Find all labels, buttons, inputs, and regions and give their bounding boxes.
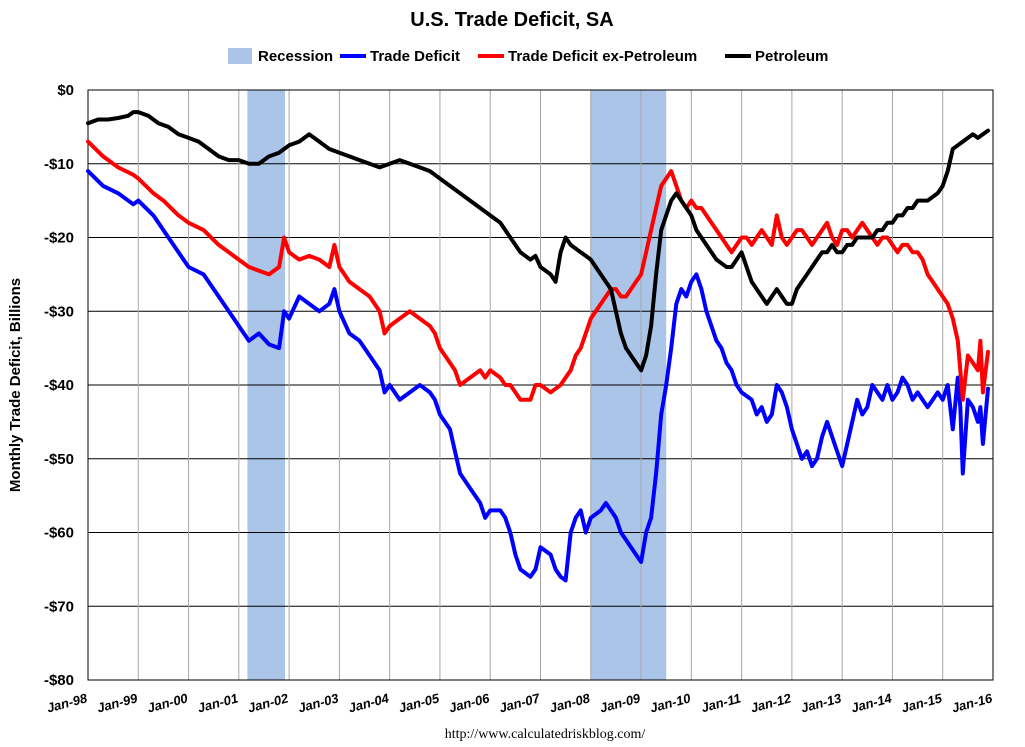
chart-legend: Recession Trade Deficit Trade Deficit ex-P…	[228, 48, 828, 65]
x-tick-label: Jan-98	[45, 690, 89, 715]
chart-title: U.S. Trade Deficit, SA	[410, 9, 613, 31]
y-axis-ticks: $0 -$10 -$20 -$30 -$40 -$50 -$60 -$70 -$80	[44, 82, 74, 689]
legend-label: Petroleum	[755, 48, 828, 65]
y-tick-label: -$20	[44, 230, 74, 247]
y-tick-label: -$60	[44, 525, 74, 542]
x-tick-label: Jan-02	[246, 690, 290, 715]
y-tick-label: -$40	[44, 377, 74, 394]
legend-label: Trade Deficit ex-Petroleum	[508, 48, 697, 65]
y-tick-label: -$50	[44, 451, 74, 468]
x-tick-label: Jan-12	[749, 690, 793, 715]
x-tick-label: Jan-11	[700, 690, 743, 715]
x-tick-label: Jan-07	[498, 690, 542, 715]
x-tick-label: Jan-10	[648, 690, 692, 715]
x-tick-label: Jan-16	[950, 690, 994, 715]
x-tick-label: Jan-13	[799, 690, 843, 715]
series-line-trade-deficit-ex-petroleum	[86, 139, 990, 402]
x-tick-label: Jan-03	[296, 690, 340, 715]
x-tick-label: Jan-04	[347, 690, 391, 715]
y-tick-label: -$80	[44, 672, 74, 689]
x-tick-label: Jan-01	[196, 690, 240, 715]
x-tick-label: Jan-06	[447, 690, 491, 715]
x-axis-ticks: Jan-98 Jan-99 Jan-00 Jan-01 Jan-02 Jan-03 Jan-…	[45, 690, 994, 715]
y-tick-label: -$10	[44, 156, 74, 173]
legend-label: Trade Deficit	[370, 48, 460, 65]
series-lines	[86, 110, 990, 583]
y-tick-label: -$70	[44, 598, 74, 615]
series-line-trade-deficit	[86, 169, 990, 583]
x-tick-label: Jan-05	[397, 690, 441, 715]
x-tick-label: Jan-14	[850, 690, 894, 715]
x-tick-label: Jan-00	[146, 690, 190, 715]
series-line-petroleum	[86, 110, 990, 373]
y-tick-label: -$30	[44, 303, 74, 320]
source-url: http://www.calculatedriskblog.com/	[445, 727, 646, 742]
x-tick-label: Jan-15	[900, 690, 944, 715]
y-axis-label: Monthly Trade Deficit, Billions	[7, 278, 24, 492]
plot-area-frame	[87, 89, 994, 681]
x-tick-label: Jan-08	[548, 690, 592, 715]
legend-swatch-recession	[228, 48, 252, 64]
x-tick-label: Jan-99	[95, 690, 139, 715]
x-tick-label: Jan-09	[598, 690, 642, 715]
legend-label: Recession	[258, 48, 333, 65]
y-tick-label: $0	[57, 82, 74, 99]
